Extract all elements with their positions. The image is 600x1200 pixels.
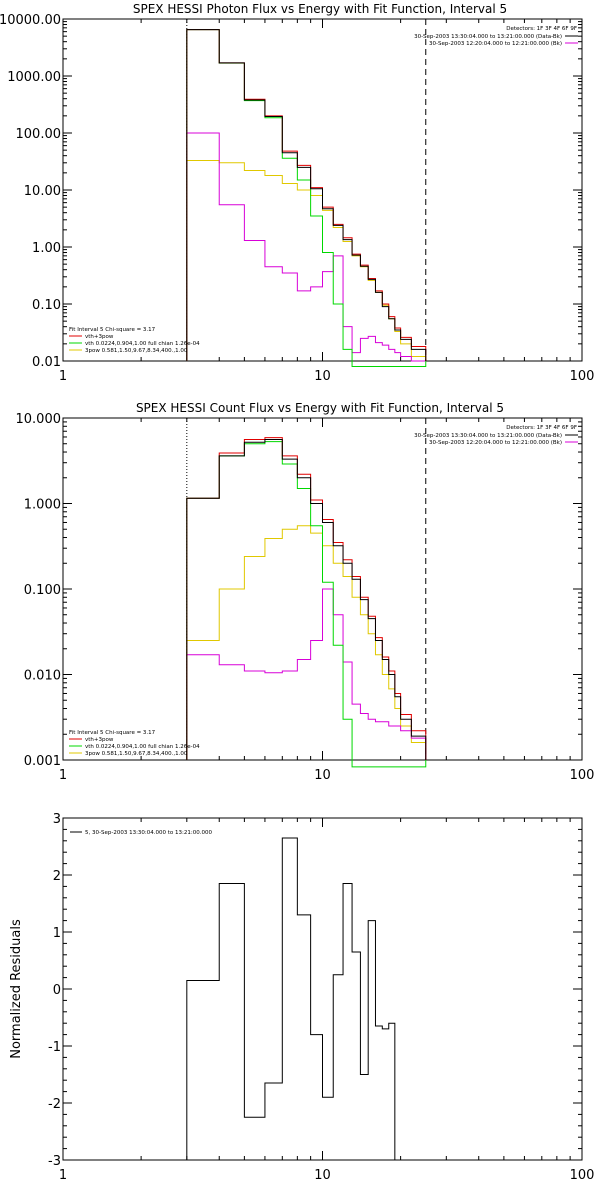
residuals-y-tick-label: 3 bbox=[53, 812, 61, 827]
residuals-y-tick-label: -1 bbox=[48, 1040, 61, 1055]
photon-y-tick-label: 100.00 bbox=[16, 127, 62, 142]
photon-y-axis: 0.01 0.10 1.00 10.00 100.00 1000.00 10000.00 bbox=[0, 13, 582, 370]
residuals-series-group bbox=[186, 837, 396, 1160]
count-legend-fit: Fit Interval 5 Chi-square = 3.17 bbox=[69, 730, 156, 736]
photon-legend-detectors: Detectors: 1F 3F 4F 6F 9F bbox=[506, 26, 577, 32]
count-legend-bottom: Fit Interval 5 Chi-square = 3.17 vth+3po… bbox=[69, 730, 200, 757]
count-legend-vth3pow: vth+3pow bbox=[85, 737, 114, 743]
photon-series-yellow bbox=[186, 159, 427, 361]
photon-y-tick-label: 0.01 bbox=[32, 355, 61, 370]
count-legend-3pow: 3pow 0.581,1.50,9.67,8.34,400.,1.00 bbox=[85, 751, 188, 757]
residuals-y-tick-label: 0 bbox=[53, 983, 61, 998]
photon-series-group bbox=[186, 29, 427, 368]
photon-flux-panel: SPEX HESSI Photon Flux vs Energy with Fi… bbox=[0, 2, 594, 384]
count-x-tick-label: 10 bbox=[314, 768, 331, 783]
residuals-legend-label: 5, 30-Sep-2003 13:30:04.000 to 13:21:00.… bbox=[85, 830, 212, 836]
photon-x-axis: 1 10 100 bbox=[59, 19, 595, 384]
photon-y-tick-label: 10000.00 bbox=[0, 13, 61, 28]
photon-x-tick-label: 100 bbox=[570, 369, 595, 384]
residuals-y-tick-label: -2 bbox=[48, 1097, 61, 1112]
count-x-tick-label: 100 bbox=[570, 768, 595, 783]
count-y-tick-label: 10.000 bbox=[16, 412, 62, 427]
residuals-x-tick-label: 1 bbox=[59, 1168, 67, 1183]
count-legend-top: Detectors: 1F 3F 4F 6F 9F 30-Sep-2003 13… bbox=[414, 425, 578, 446]
photon-series-red bbox=[186, 29, 427, 361]
photon-legend-bottom: Fit Interval 5 Chi-square = 3.17 vth+3po… bbox=[69, 327, 200, 354]
count-series-green bbox=[186, 441, 427, 768]
photon-x-tick-label: 10 bbox=[314, 369, 331, 384]
photon-legend-data-bk: 30-Sep-2003 13:30:04.000 to 13:21:00.000… bbox=[414, 34, 562, 40]
count-x-tick-label: 1 bbox=[59, 768, 67, 783]
photon-y-tick-label: 10.00 bbox=[24, 184, 61, 199]
count-series-magenta bbox=[186, 588, 427, 760]
count-flux-panel: SPEX HESSI Count Flux vs Energy with Fit… bbox=[16, 401, 595, 783]
residuals-y-axis: -3 -2 -1 0 1 2 3 bbox=[48, 812, 582, 1169]
residuals-x-tick-label: 100 bbox=[570, 1168, 595, 1183]
photon-legend-top: Detectors: 1F 3F 4F 6F 9F 30-Sep-2003 13… bbox=[414, 26, 578, 47]
photon-panel-title: SPEX HESSI Photon Flux vs Energy with Fi… bbox=[133, 2, 507, 16]
photon-x-tick-label: 1 bbox=[59, 369, 67, 384]
residuals-plot-frame bbox=[62, 817, 583, 1161]
photon-series-black bbox=[186, 29, 427, 361]
count-y-tick-label: 0.010 bbox=[24, 669, 61, 684]
photon-legend-fit: Fit Interval 5 Chi-square = 3.17 bbox=[69, 327, 156, 333]
count-legend-bk: 30-Sep-2003 12:20:04.000 to 12:21:00.000… bbox=[429, 440, 562, 446]
count-legend-detectors: Detectors: 1F 3F 4F 6F 9F bbox=[506, 425, 577, 431]
count-series-black bbox=[186, 439, 427, 760]
count-series-red bbox=[186, 437, 427, 760]
photon-legend-vth3pow: vth+3pow bbox=[85, 334, 114, 340]
count-legend-data-bk: 30-Sep-2003 13:30:04.000 to 13:21:00.000… bbox=[414, 433, 562, 439]
count-y-tick-label: 0.001 bbox=[24, 754, 61, 769]
count-y-tick-label: 1.000 bbox=[24, 498, 61, 513]
residuals-y-tick-label: 1 bbox=[53, 926, 61, 941]
photon-series-green bbox=[186, 29, 427, 368]
photon-y-tick-label: 0.10 bbox=[32, 298, 61, 313]
residuals-y-label: Normalized Residuals bbox=[9, 919, 24, 1059]
photon-legend-bk: 30-Sep-2003 12:20:04.000 to 12:21:00.000… bbox=[429, 41, 562, 47]
residuals-x-tick-label: 10 bbox=[314, 1168, 331, 1183]
photon-legend-3pow: 3pow 0.581,1.50,9.67,8.34,400.,1.00 bbox=[85, 348, 188, 354]
count-x-axis: 1 10 100 bbox=[59, 418, 595, 783]
residuals-legend: 5, 30-Sep-2003 13:30:04.000 to 13:21:00.… bbox=[70, 830, 212, 836]
photon-legend-vth: vth 0.0224,0.904,1.00 full chian 1.26e-0… bbox=[85, 341, 200, 347]
residuals-series-black bbox=[186, 837, 396, 1160]
photon-y-tick-label: 1000.00 bbox=[7, 70, 61, 85]
residuals-panel: Normalized Residuals -3 -2 -1 0 1 2 3 1 10 100 5… bbox=[9, 812, 594, 1183]
count-y-axis: 0.001 0.010 0.100 1.000 10.000 bbox=[16, 412, 582, 769]
count-y-tick-label: 0.100 bbox=[24, 583, 61, 598]
residuals-y-tick-label: 2 bbox=[53, 869, 61, 884]
photon-y-tick-label: 1.00 bbox=[32, 241, 61, 256]
count-legend-vth: vth 0.0224,0.904,1.00 full chian 1.26e-0… bbox=[85, 744, 200, 750]
residuals-y-tick-label: -3 bbox=[48, 1154, 61, 1169]
count-series-group bbox=[186, 437, 427, 768]
count-panel-title: SPEX HESSI Count Flux vs Energy with Fit… bbox=[136, 401, 504, 415]
residuals-x-axis: 1 10 100 bbox=[59, 818, 595, 1183]
count-series-yellow bbox=[186, 525, 427, 760]
